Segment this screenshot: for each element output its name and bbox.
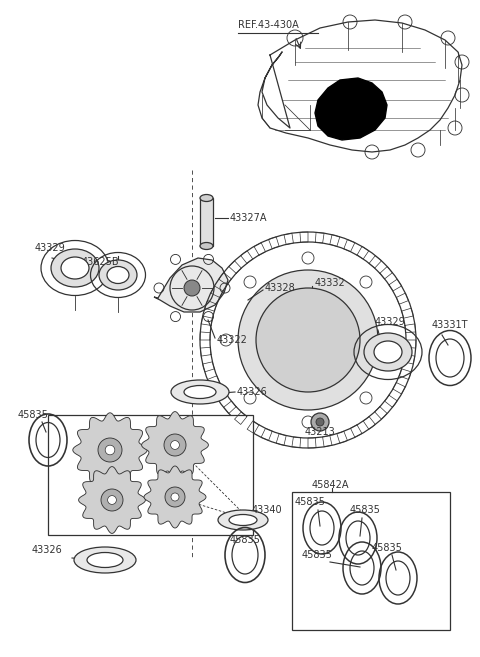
Text: 43332: 43332	[315, 278, 346, 288]
Text: 43329: 43329	[35, 243, 66, 253]
Ellipse shape	[171, 380, 229, 404]
Text: 45835: 45835	[18, 410, 49, 420]
Polygon shape	[79, 466, 145, 533]
Circle shape	[256, 288, 360, 392]
Circle shape	[184, 280, 200, 296]
Ellipse shape	[218, 510, 268, 530]
Circle shape	[170, 441, 180, 449]
Ellipse shape	[364, 333, 412, 371]
Text: 45835: 45835	[350, 505, 381, 515]
Text: 45835: 45835	[372, 543, 403, 553]
Circle shape	[164, 434, 186, 456]
Polygon shape	[315, 78, 387, 140]
Circle shape	[238, 270, 378, 410]
Text: 43625B: 43625B	[82, 257, 120, 267]
Bar	[292, 492, 450, 630]
Ellipse shape	[99, 260, 137, 290]
Text: 43331T: 43331T	[432, 320, 468, 330]
Text: 43329: 43329	[375, 317, 406, 327]
Text: 43213: 43213	[305, 427, 336, 437]
Ellipse shape	[107, 267, 129, 284]
Circle shape	[108, 495, 117, 505]
Ellipse shape	[200, 194, 213, 202]
Bar	[200, 198, 213, 246]
Ellipse shape	[51, 249, 99, 287]
Circle shape	[171, 493, 179, 501]
Text: 43327A: 43327A	[230, 213, 267, 223]
Polygon shape	[154, 258, 228, 312]
Ellipse shape	[184, 386, 216, 399]
Circle shape	[165, 487, 185, 507]
Ellipse shape	[74, 547, 136, 573]
Circle shape	[311, 413, 329, 431]
Text: 45835: 45835	[295, 497, 326, 507]
Ellipse shape	[200, 242, 213, 250]
Text: REF.43-430A: REF.43-430A	[238, 20, 299, 30]
Text: 43326: 43326	[32, 545, 63, 555]
Polygon shape	[142, 411, 208, 478]
Ellipse shape	[374, 341, 402, 363]
Circle shape	[98, 438, 122, 462]
Text: 45842A: 45842A	[312, 480, 349, 490]
Polygon shape	[144, 466, 206, 528]
Circle shape	[101, 489, 123, 511]
Ellipse shape	[87, 553, 123, 568]
Text: 45835: 45835	[302, 550, 333, 560]
Text: 43328: 43328	[265, 283, 296, 293]
Bar	[48, 415, 253, 535]
Ellipse shape	[229, 514, 257, 526]
Text: 43340: 43340	[252, 505, 283, 515]
Polygon shape	[73, 413, 147, 487]
Text: 43322: 43322	[217, 335, 248, 345]
Circle shape	[316, 418, 324, 426]
Text: 43326: 43326	[237, 387, 268, 397]
Text: 45835: 45835	[230, 535, 261, 545]
Circle shape	[105, 445, 115, 455]
Ellipse shape	[61, 257, 89, 279]
